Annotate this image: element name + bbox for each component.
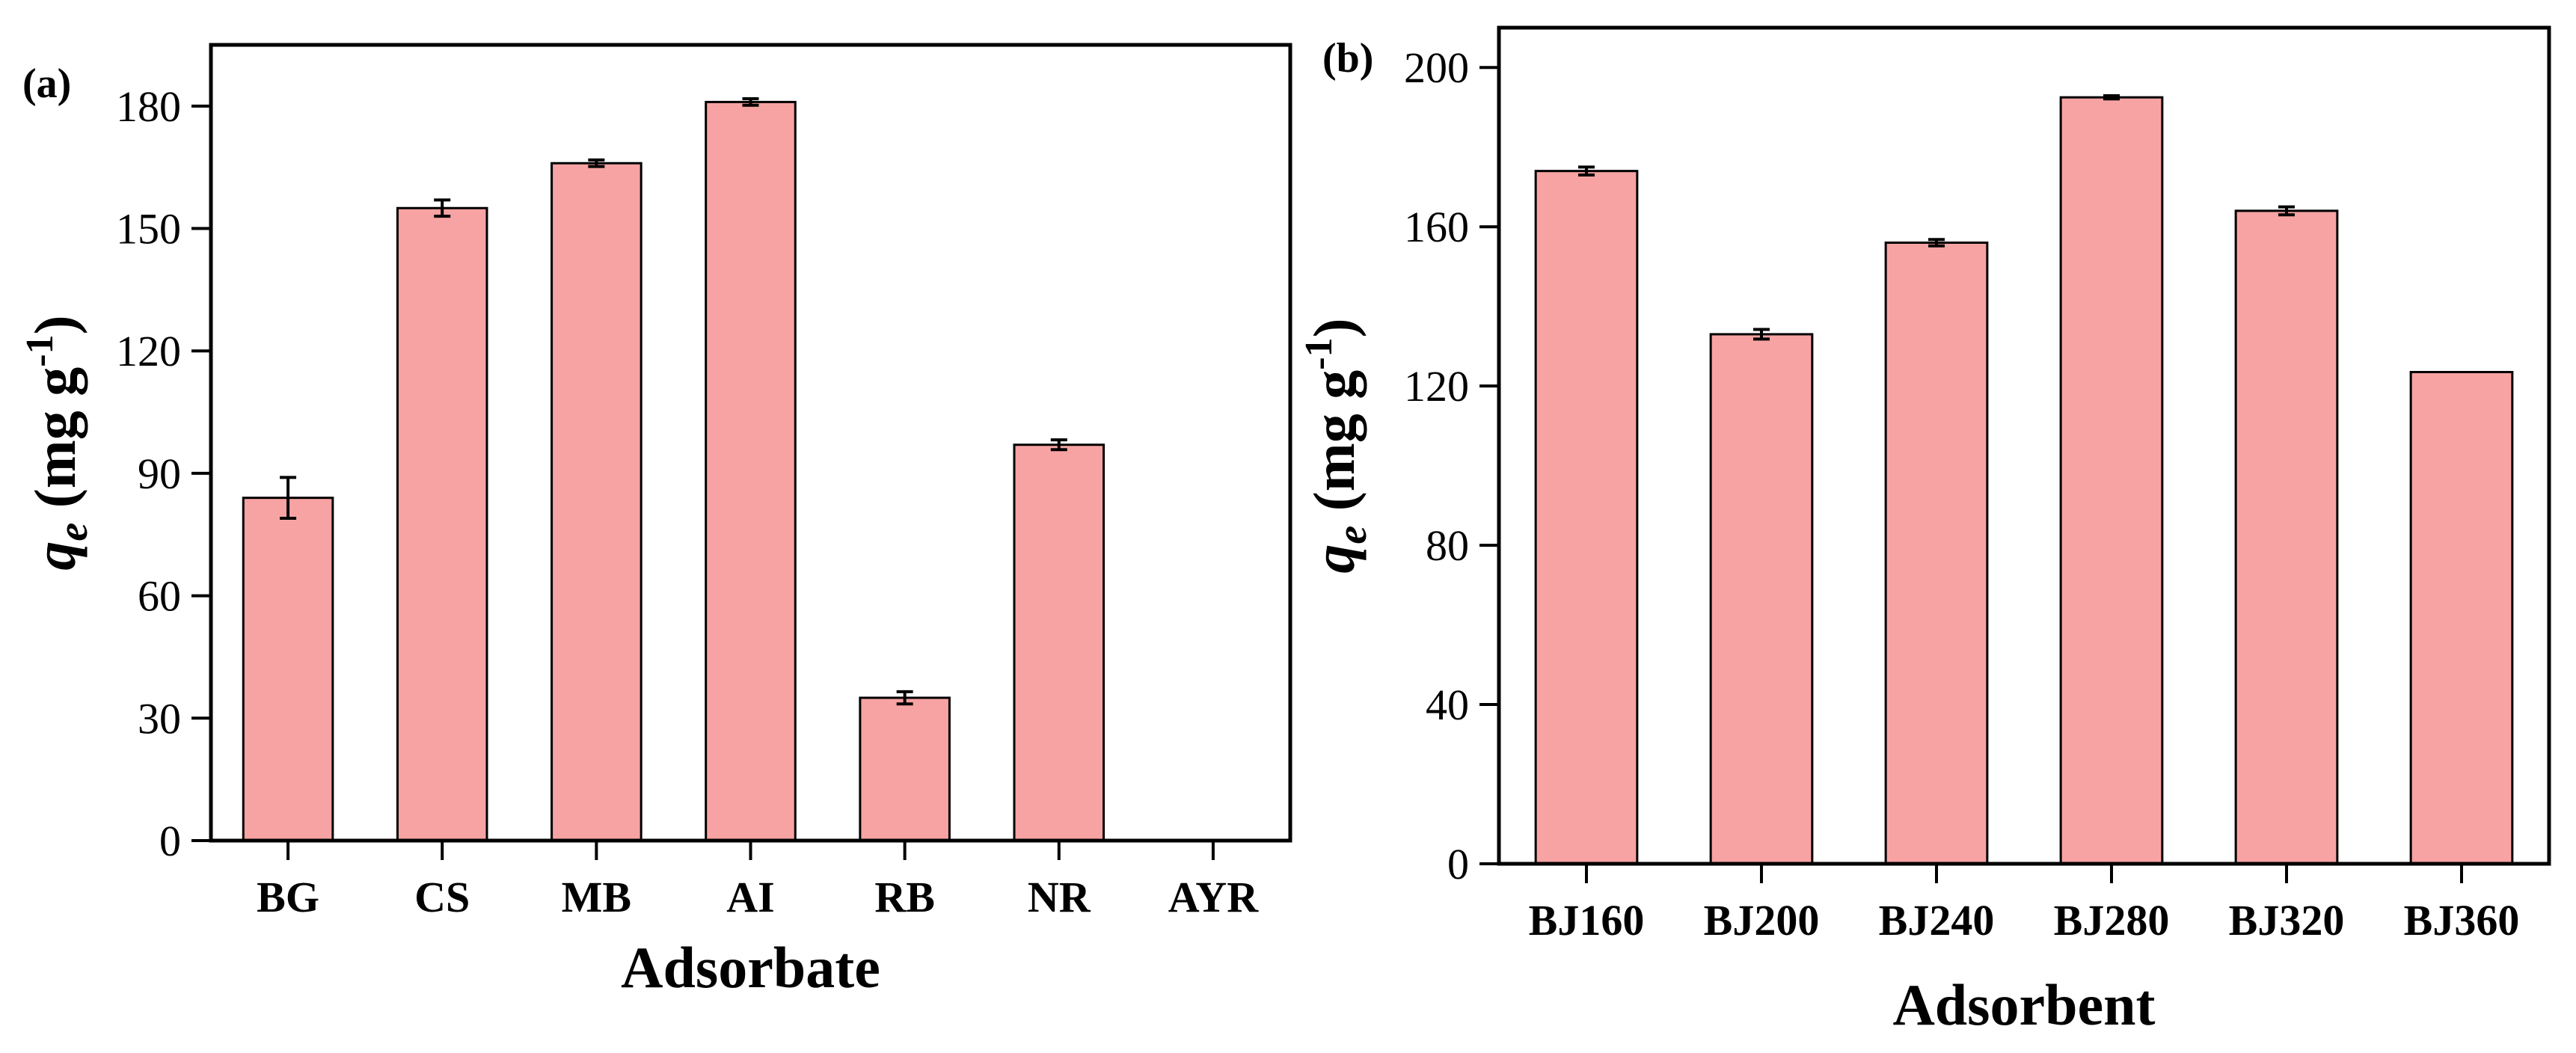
y-title-units: (mg g: [1301, 370, 1367, 526]
bar-BJ280: [2059, 96, 2164, 865]
x-tick-label-BJ320: BJ320: [2229, 896, 2345, 945]
y-tick-label-90: 90: [138, 449, 181, 498]
plot-frame: [1497, 25, 2551, 866]
y-tick-label-80: 80: [1426, 521, 1469, 570]
y-tick-label-200: 200: [1404, 43, 1469, 92]
y-title-close: ): [22, 315, 88, 334]
bar-BJ320: [2234, 209, 2339, 865]
x-tick-label-BG: BG: [257, 873, 319, 921]
y-title-close: ): [1301, 318, 1367, 337]
x-tick-label-AI: AI: [726, 873, 774, 921]
y-tick-label-150: 150: [116, 205, 181, 254]
x-tick-label-MB: MB: [562, 873, 631, 921]
y-tick-label-0: 0: [159, 817, 181, 865]
x-tick-label-BJ360: BJ360: [2404, 896, 2520, 945]
x-tick-label-BJ200: BJ200: [1704, 896, 1820, 945]
x-tick-label-BJ280: BJ280: [2054, 896, 2170, 945]
y-title-units: (mg g: [22, 367, 88, 523]
bar-BJ360: [2409, 371, 2514, 865]
y-title-symbol: q: [1301, 544, 1367, 574]
panel-label: (b): [1322, 35, 1373, 82]
panel-label: (a): [22, 61, 71, 107]
x-tick-label-NR: NR: [1028, 873, 1091, 921]
y-title-exponent: -1: [1298, 337, 1340, 369]
bar-MB: [551, 162, 643, 842]
y-tick-label-60: 60: [138, 572, 181, 621]
y-tick-label-0: 0: [1447, 840, 1469, 888]
y-axis-title: qe (mg g-1): [19, 315, 96, 570]
x-tick-label-AYR: AYR: [1168, 873, 1259, 921]
bar-AI: [705, 100, 797, 842]
chart-panel-2: BJ160 BJ200 BJ240 BJ280 BJ320 BJ360 0 40 80 120 16…: [1298, 25, 2551, 1037]
y-axis-title: qe (mg g-1): [1298, 318, 1376, 573]
bar-RB: [859, 696, 951, 842]
x-tick-label-BJ240: BJ240: [1879, 896, 1995, 945]
y-title-exponent: -1: [19, 334, 61, 366]
bar-BG: [242, 497, 334, 842]
y-title-subscript: e: [50, 523, 96, 541]
chart-panel-1: BG CS MB AI RB NR AYR 0 30 60 90 120 150 180 (a) Adsorb…: [19, 43, 1292, 1000]
bar-BJ160: [1534, 170, 1639, 865]
plot-frame: [209, 43, 1292, 843]
y-tick-label-180: 180: [116, 82, 181, 131]
y-tick-label-120: 120: [116, 327, 181, 375]
y-tick-label-160: 160: [1404, 203, 1469, 251]
x-tick-label-BJ160: BJ160: [1529, 896, 1645, 945]
x-axis-title: Adsorbent: [1892, 972, 2155, 1037]
y-title-subscript: e: [1329, 526, 1376, 544]
bar-NR: [1013, 443, 1105, 842]
x-tick-label-CS: CS: [414, 873, 470, 921]
y-tick-label-120: 120: [1404, 362, 1469, 411]
x-tick-label-RB: RB: [874, 873, 935, 921]
y-tick-label-40: 40: [1426, 681, 1469, 729]
bar-BJ240: [1884, 241, 1989, 865]
bar-BJ200: [1709, 333, 1814, 865]
y-tick-label-30: 30: [138, 694, 181, 743]
bar-CS: [396, 206, 488, 842]
y-title-symbol: q: [22, 541, 88, 571]
x-axis-title: Adsorbate: [621, 935, 880, 1000]
